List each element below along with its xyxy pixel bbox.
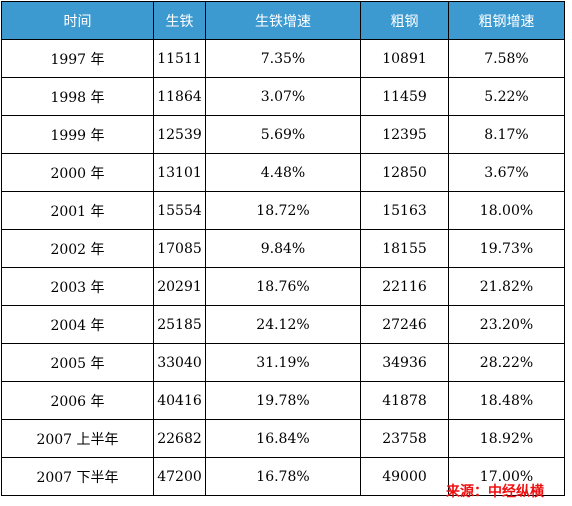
crude-steel-cell: 49000: [360, 457, 449, 496]
crude-steel-growth-cell: 28.22%: [448, 343, 565, 382]
pig-iron-growth-cell: 7.35%: [205, 39, 361, 78]
time-cell: 2007 上半年: [1, 419, 154, 458]
header-cell-pig-iron-growth: 生铁增速: [205, 1, 361, 40]
crude-steel-growth-cell: 7.58%: [448, 39, 565, 78]
crude-steel-cell: 15163: [360, 191, 449, 230]
crude-steel-cell: 23758: [360, 419, 449, 458]
time-cell: 1999 年: [1, 115, 154, 154]
table-row: 2004 年 25185 24.12% 27246 23.20%: [1, 305, 565, 344]
crude-steel-cell: 18155: [360, 229, 449, 268]
pig-iron-cell: 11511: [153, 39, 206, 78]
table-row: 1997 年 11511 7.35% 10891 7.58%: [1, 39, 565, 78]
crude-steel-cell: 12850: [360, 153, 449, 192]
pig-iron-growth-cell: 31.19%: [205, 343, 361, 382]
pig-iron-cell: 47200: [153, 457, 206, 496]
pig-iron-cell: 17085: [153, 229, 206, 268]
crude-steel-cell: 34936: [360, 343, 449, 382]
pig-iron-growth-cell: 16.78%: [205, 457, 361, 496]
crude-steel-growth-cell: 3.67%: [448, 153, 565, 192]
crude-steel-growth-cell: 5.22%: [448, 77, 565, 116]
crude-steel-cell: 11459: [360, 77, 449, 116]
pig-iron-cell: 22682: [153, 419, 206, 458]
time-cell: 1998 年: [1, 77, 154, 116]
pig-iron-growth-cell: 5.69%: [205, 115, 361, 154]
time-cell: 2006 年: [1, 381, 154, 420]
header-cell-pig-iron: 生铁: [153, 1, 206, 40]
source-label: 来源：中经纵横: [446, 484, 544, 500]
pig-iron-cell: 12539: [153, 115, 206, 154]
pig-iron-growth-cell: 3.07%: [205, 77, 361, 116]
header-cell-crude-steel-growth: 粗钢增速: [448, 1, 565, 40]
time-cell: 2001 年: [1, 191, 154, 230]
pig-iron-growth-cell: 18.76%: [205, 267, 361, 306]
pig-iron-cell: 11864: [153, 77, 206, 116]
time-cell: 2005 年: [1, 343, 154, 382]
crude-steel-cell: 10891: [360, 39, 449, 78]
time-cell: 1997 年: [1, 39, 154, 78]
pig-iron-growth-cell: 24.12%: [205, 305, 361, 344]
crude-steel-growth-cell: 19.73%: [448, 229, 565, 268]
crude-steel-cell: 12395: [360, 115, 449, 154]
header-cell-crude-steel: 粗钢: [360, 1, 449, 40]
pig-iron-growth-cell: 4.48%: [205, 153, 361, 192]
table-row: 2002 年 17085 9.84% 18155 19.73%: [1, 229, 565, 268]
crude-steel-cell: 22116: [360, 267, 449, 306]
table-row: 2005 年 33040 31.19% 34936 28.22%: [1, 343, 565, 382]
pig-iron-cell: 15554: [153, 191, 206, 230]
table-row: 1999 年 12539 5.69% 12395 8.17%: [1, 115, 565, 154]
pig-iron-growth-cell: 16.84%: [205, 419, 361, 458]
header-cell-time: 时间: [1, 1, 154, 40]
table-row: 2007 上半年 22682 16.84% 23758 18.92%: [1, 419, 565, 458]
crude-steel-growth-cell: 21.82%: [448, 267, 565, 306]
crude-steel-growth-cell: 18.92%: [448, 419, 565, 458]
crude-steel-growth-cell: 17.00%: [448, 457, 565, 496]
table-row: 2007 下半年 47200 16.78% 49000 17.00%: [1, 457, 565, 496]
pig-iron-cell: 33040: [153, 343, 206, 382]
time-cell: 2000 年: [1, 153, 154, 192]
time-cell: 2002 年: [1, 229, 154, 268]
pig-iron-cell: 20291: [153, 267, 206, 306]
pig-iron-cell: 40416: [153, 381, 206, 420]
crude-steel-growth-cell: 23.20%: [448, 305, 565, 344]
table-row: 2006 年 40416 19.78% 41878 18.48%: [1, 381, 565, 420]
table-row: 2001 年 15554 18.72% 15163 18.00%: [1, 191, 565, 230]
pig-iron-cell: 13101: [153, 153, 206, 192]
pig-iron-growth-cell: 9.84%: [205, 229, 361, 268]
time-cell: 2004 年: [1, 305, 154, 344]
time-cell: 2007 下半年: [1, 457, 154, 496]
crude-steel-cell: 27246: [360, 305, 449, 344]
table-row: 2000 年 13101 4.48% 12850 3.67%: [1, 153, 565, 192]
table-row: 1998 年 11864 3.07% 11459 5.22%: [1, 77, 565, 116]
pig-iron-growth-cell: 18.72%: [205, 191, 361, 230]
crude-steel-growth-cell: 18.00%: [448, 191, 565, 230]
table-row: 2003 年 20291 18.76% 22116 21.82%: [1, 267, 565, 306]
data-table: 时间 生铁 生铁增速 粗钢 粗钢增速 1997 年 11511 7.35% 10891…: [1, 1, 565, 496]
crude-steel-cell: 41878: [360, 381, 449, 420]
time-cell: 2003 年: [1, 267, 154, 306]
table-body: 1997 年 11511 7.35% 10891 7.58% 1998 年 11864 3.0…: [1, 39, 565, 496]
crude-steel-growth-cell: 18.48%: [448, 381, 565, 420]
crude-steel-growth-cell: 8.17%: [448, 115, 565, 154]
pig-iron-cell: 25185: [153, 305, 206, 344]
pig-iron-growth-cell: 19.78%: [205, 381, 361, 420]
header-row: 时间 生铁 生铁增速 粗钢 粗钢增速: [1, 1, 565, 40]
